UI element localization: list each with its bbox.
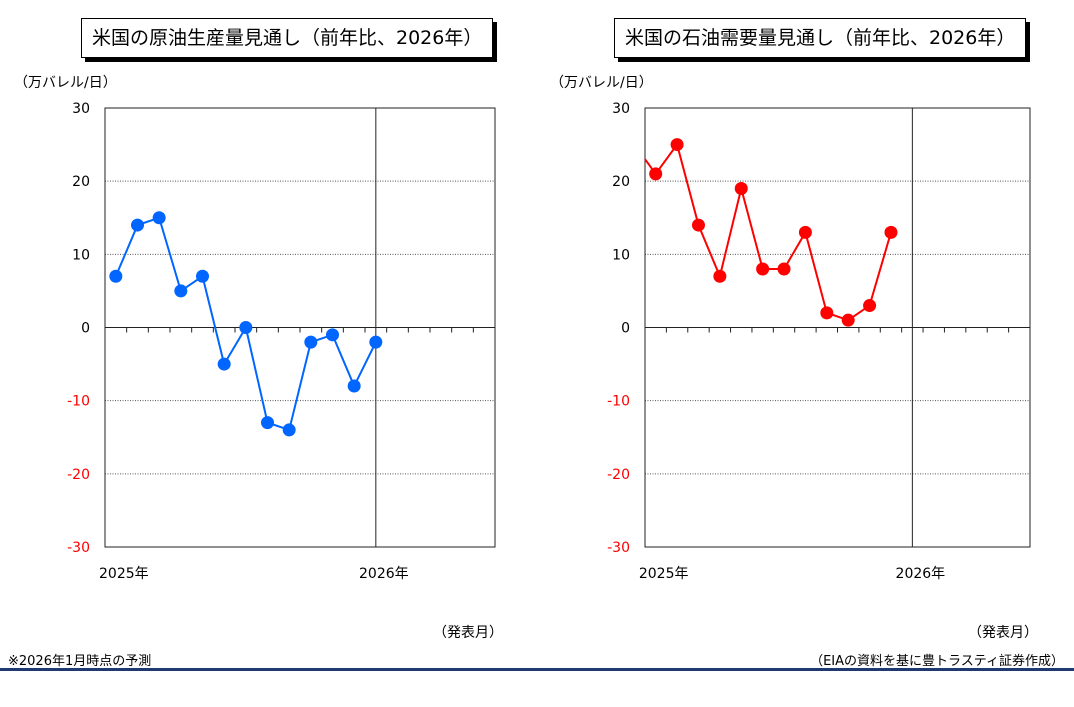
demand-y-tick-label: -20	[607, 467, 630, 483]
demand-y-tick-label: 30	[612, 101, 630, 117]
demand-data-point	[820, 306, 833, 319]
demand-x-tick-label: 2026年	[896, 566, 946, 582]
x-axis-caption-production: （発表月）	[433, 622, 503, 642]
demand-y-tick-label: 0	[621, 321, 630, 337]
demand-data-point	[692, 219, 705, 232]
demand-data-point	[671, 138, 684, 151]
demand-data-point	[778, 262, 791, 275]
demand-y-tick-label: 10	[612, 247, 630, 263]
demand-data-point	[799, 226, 812, 239]
footnote-forecast-note: ※2026年1月時点の予測	[8, 650, 151, 669]
demand-series-line	[645, 145, 891, 321]
demand-data-point	[884, 226, 897, 239]
demand-y-tick-label: 20	[612, 174, 630, 190]
x-axis-caption-demand: （発表月）	[968, 622, 1038, 642]
demand-data-point	[842, 314, 855, 327]
footnote-source: （EIAの資料を基に豊トラスティ証券作成）	[810, 650, 1064, 669]
bottom-rule	[0, 668, 1074, 671]
demand-data-point	[649, 167, 662, 180]
demand-y-tick-label: -30	[607, 540, 630, 556]
demand-x-tick-label: 2025年	[639, 566, 689, 582]
demand-data-point	[756, 262, 769, 275]
demand-data-point	[713, 270, 726, 283]
demand-data-point	[863, 299, 876, 312]
demand-data-point	[735, 182, 748, 195]
demand-y-tick-label: -10	[607, 394, 630, 410]
